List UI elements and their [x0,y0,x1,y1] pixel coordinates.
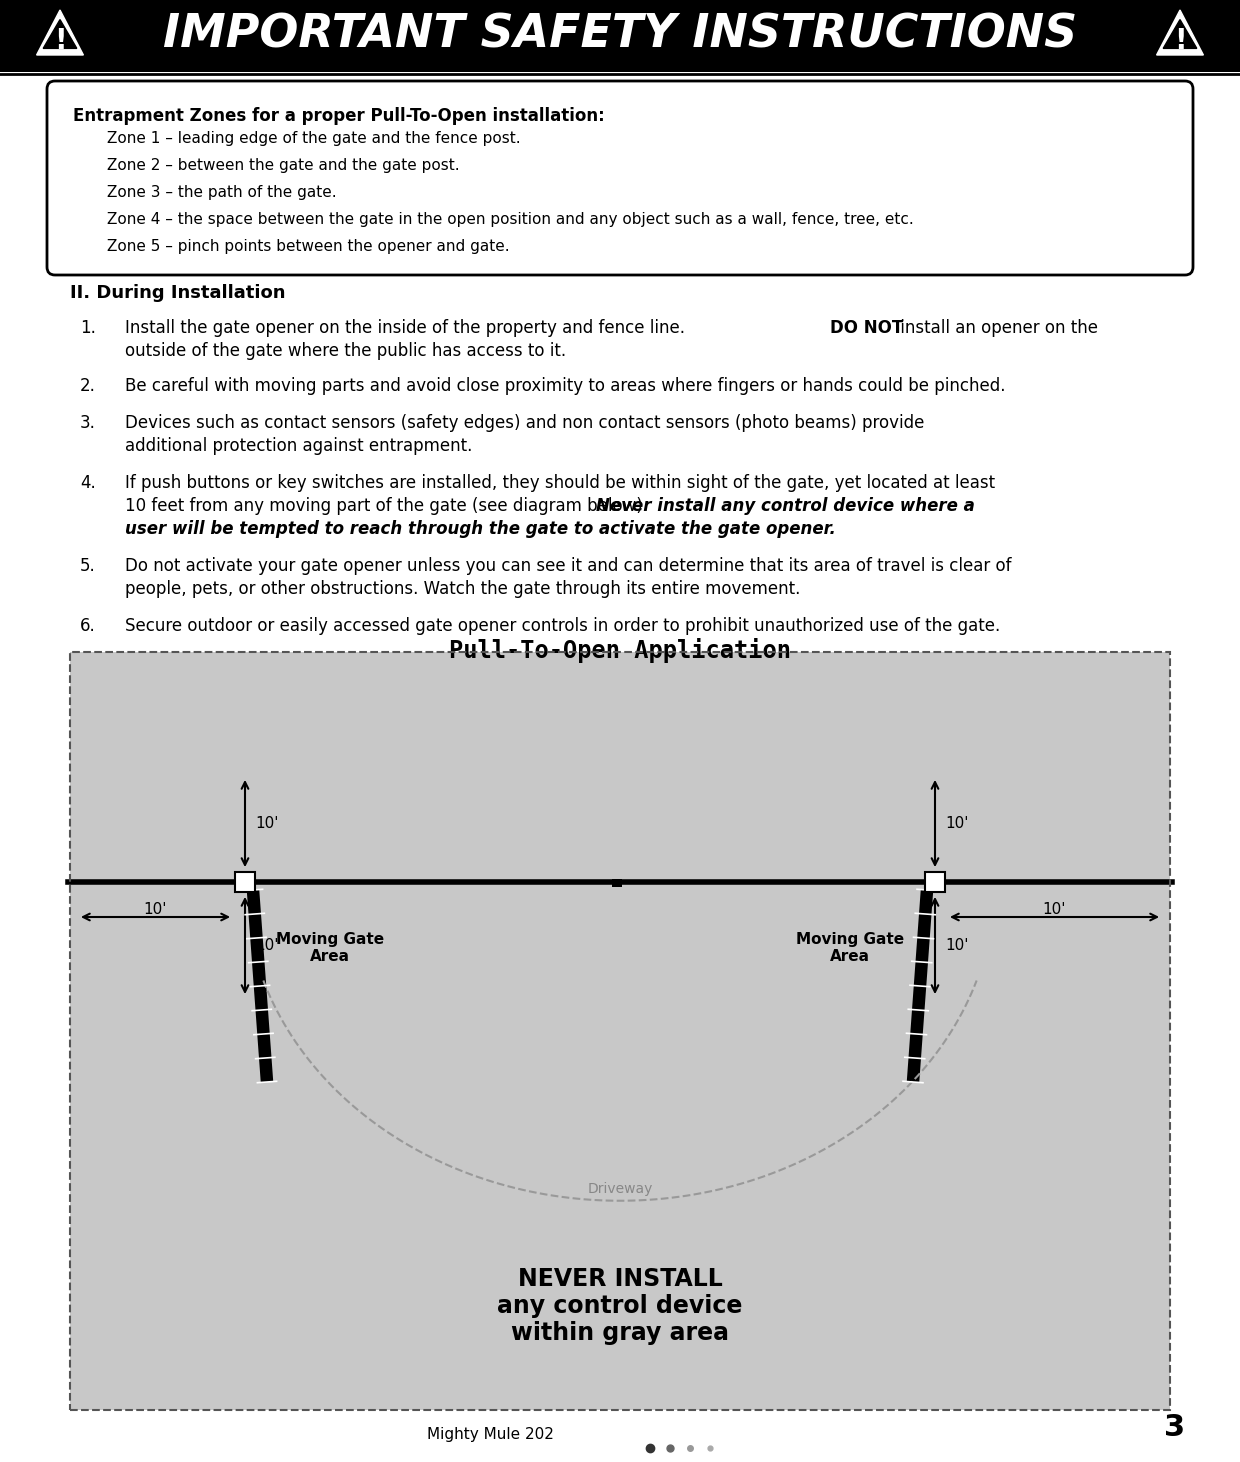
Text: 5.: 5. [81,557,95,575]
Text: Moving Gate
Area: Moving Gate Area [277,931,384,965]
Text: IMPORTANT SAFETY INSTRUCTIONS: IMPORTANT SAFETY INSTRUCTIONS [162,13,1078,57]
Text: Driveway: Driveway [588,1181,652,1196]
Bar [925,871,945,892]
Text: 10': 10' [255,816,279,832]
Text: Do not activate your gate opener unless you can see it and can determine that it: Do not activate your gate opener unless … [125,557,1012,575]
Text: Mighty Mule 202: Mighty Mule 202 [427,1427,553,1442]
Text: Zone 5 – pinch points between the opener and gate.: Zone 5 – pinch points between the opener… [107,238,510,254]
Text: 10': 10' [144,902,166,917]
Polygon shape [1157,10,1203,56]
Text: 10': 10' [945,816,968,832]
Text: Zone 2 – between the gate and the gate post.: Zone 2 – between the gate and the gate p… [107,158,460,173]
Text: Entrapment Zones for a proper Pull-To-Open installation:: Entrapment Zones for a proper Pull-To-Op… [73,107,605,124]
Text: install an opener on the: install an opener on the [895,319,1097,338]
Text: Zone 3 – the path of the gate.: Zone 3 – the path of the gate. [107,186,336,200]
Text: additional protection against entrapment.: additional protection against entrapment… [125,437,472,455]
Polygon shape [43,19,77,48]
FancyBboxPatch shape [47,80,1193,275]
Text: Moving Gate
Area: Moving Gate Area [796,931,904,965]
Text: Devices such as contact sensors (safety edges) and non contact sensors (photo be: Devices such as contact sensors (safety … [125,414,924,431]
Text: 1.: 1. [81,319,95,338]
Text: user will be tempted to reach through the gate to activate the gate opener.: user will be tempted to reach through th… [125,520,836,538]
Text: !: ! [1174,28,1187,56]
Text: Be careful with moving parts and avoid close proximity to areas where fingers or: Be careful with moving parts and avoid c… [125,377,1006,395]
Text: 10': 10' [1043,902,1065,917]
Text: 3: 3 [1164,1412,1185,1442]
Text: 4.: 4. [81,474,95,493]
Bar [236,871,255,892]
Text: people, pets, or other obstructions. Watch the gate through its entire movement.: people, pets, or other obstructions. Wat… [125,580,800,598]
Text: 6.: 6. [81,617,95,635]
Text: Never install any control device where a: Never install any control device where a [596,497,975,515]
Text: any control device: any control device [497,1294,743,1319]
Text: Zone 1 – leading edge of the gate and the fence post.: Zone 1 – leading edge of the gate and th… [107,132,521,146]
Text: DO NOT: DO NOT [830,319,903,338]
Polygon shape [37,10,83,56]
Text: 10': 10' [945,937,968,953]
Text: !: ! [53,28,66,56]
Text: Pull-To-Open Application: Pull-To-Open Application [449,637,791,662]
Text: 3.: 3. [81,414,95,431]
Text: within gray area: within gray area [511,1322,729,1345]
Bar [69,652,1171,1409]
Text: outside of the gate where the public has access to it.: outside of the gate where the public has… [125,342,567,360]
Text: 2.: 2. [81,377,95,395]
Text: II. During Installation: II. During Installation [69,284,285,303]
Polygon shape [1163,19,1197,48]
Text: NEVER INSTALL: NEVER INSTALL [517,1268,723,1291]
Text: Zone 4 – the space between the gate in the open position and any object such as : Zone 4 – the space between the gate in t… [107,212,914,227]
Text: Secure outdoor or easily accessed gate opener controls in order to prohibit unau: Secure outdoor or easily accessed gate o… [125,617,1001,635]
Text: Install the gate opener on the inside of the property and fence line.: Install the gate opener on the inside of… [125,319,696,338]
Text: If push buttons or key switches are installed, they should be within sight of th: If push buttons or key switches are inst… [125,474,996,493]
Bar [613,879,622,887]
Bar [0,0,1240,72]
Text: 10 feet from any moving part of the gate (see diagram below).: 10 feet from any moving part of the gate… [125,497,658,515]
Text: 10': 10' [255,937,279,953]
Bar [69,652,1171,1409]
